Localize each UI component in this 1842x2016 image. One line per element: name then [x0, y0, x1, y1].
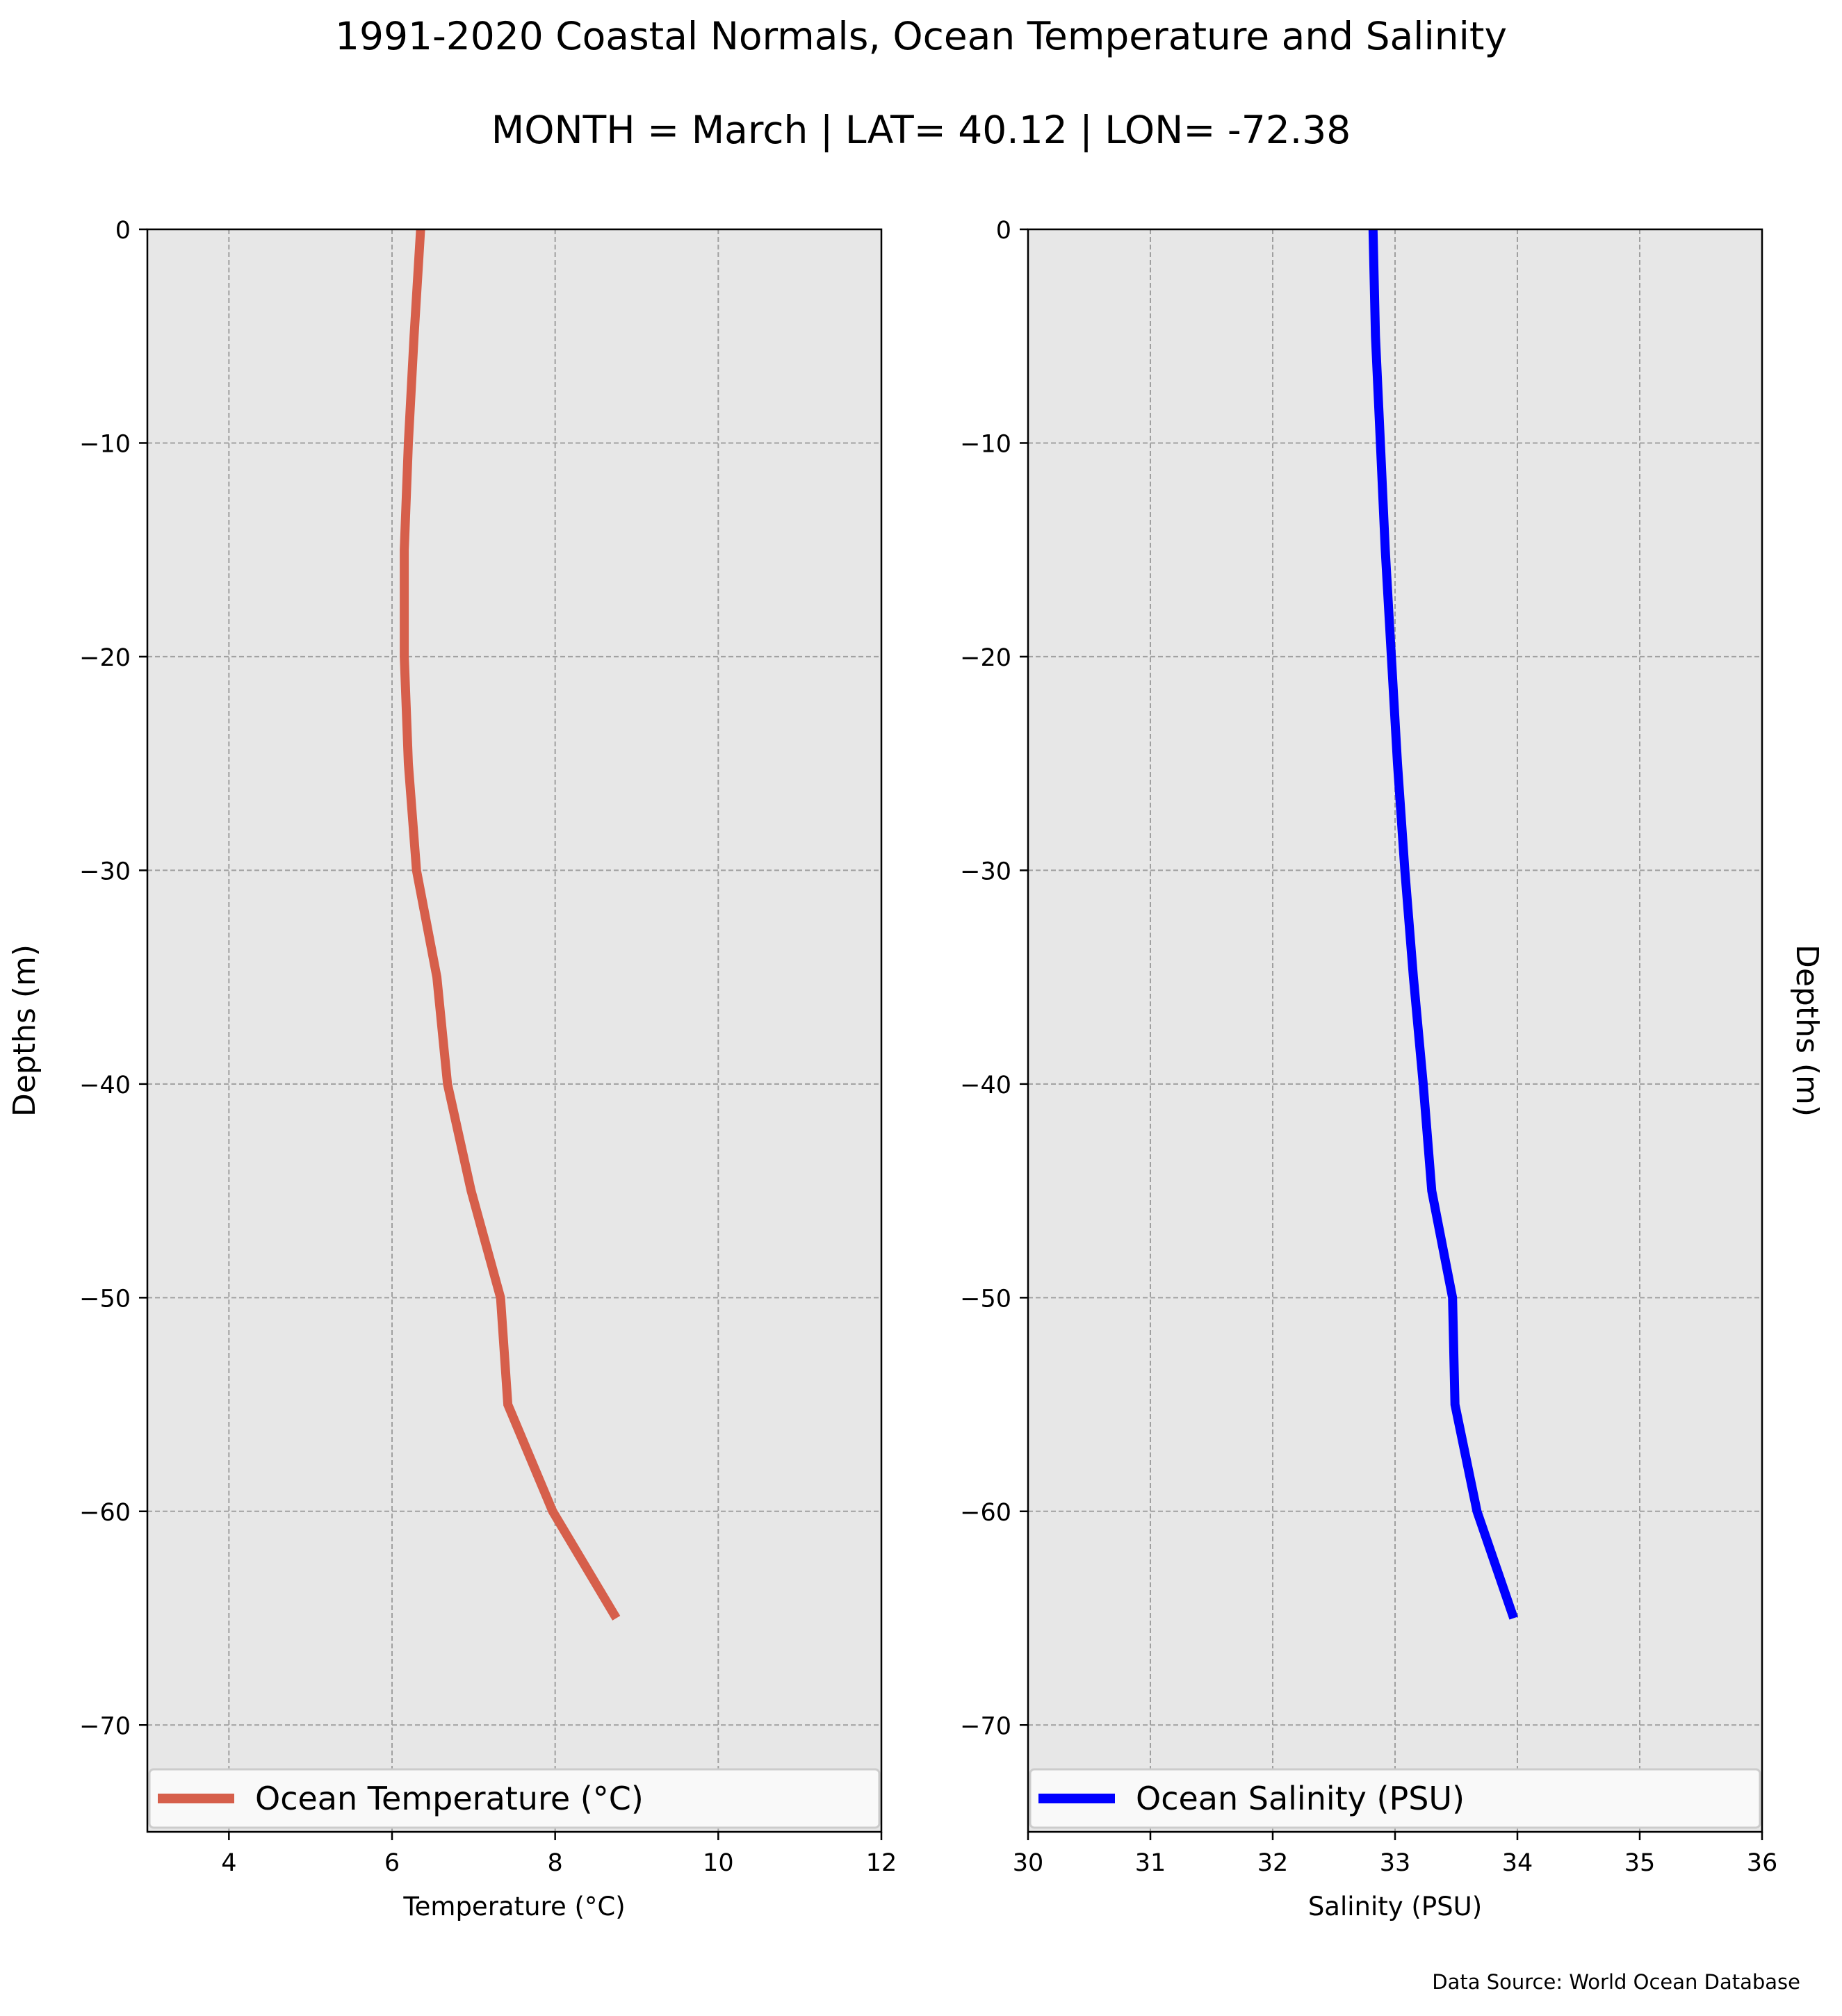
- x-tick-label: 36: [1747, 1849, 1778, 1877]
- figure-title: 1991-2020 Coastal Normals, Ocean Tempera…: [334, 14, 1507, 58]
- y-tick-label: −30: [960, 858, 1011, 885]
- plot-background: [1028, 229, 1762, 1832]
- salinity-panel: Ocean Salinity (PSU) 30 31 32 33 34 35 36 0 −10 −2…: [960, 217, 1825, 1921]
- y-axis-label: Depths (m): [7, 944, 42, 1117]
- x-tick-label: 30: [1013, 1849, 1044, 1877]
- y-tick-label: −20: [960, 644, 1011, 672]
- x-axis-label: Salinity (PSU): [1308, 1892, 1482, 1921]
- x-tick-label: 31: [1135, 1849, 1166, 1877]
- y-tick-label: −70: [960, 1712, 1011, 1740]
- y-tick-label: −30: [79, 858, 131, 885]
- legend-box: [1029, 1768, 1761, 1829]
- x-tick-label: 34: [1502, 1849, 1533, 1877]
- y-tick-label: 0: [996, 217, 1011, 245]
- legend-label: Ocean Temperature (°C): [255, 1780, 644, 1817]
- legend-label: Ocean Salinity (PSU): [1136, 1780, 1465, 1817]
- y-tick-label: −20: [79, 644, 131, 672]
- data-source-note: Data Source: World Ocean Database: [1432, 1970, 1800, 1994]
- x-tick-label: 35: [1624, 1849, 1656, 1877]
- axes-frame: [146, 228, 883, 1833]
- x-tick-label: 8: [548, 1849, 563, 1877]
- y-tick-label: −50: [79, 1285, 131, 1313]
- x-axis-label: Temperature (°C): [402, 1892, 625, 1921]
- x-tick-label: 12: [866, 1849, 897, 1877]
- y-axis-label: Depths (m): [1789, 944, 1825, 1117]
- series-line: [1368, 229, 1518, 1620]
- y-tick-label: −70: [79, 1712, 131, 1740]
- legend-box: [148, 1768, 881, 1829]
- temperature-panel: Ocean Temperature (°C) 4 6 8 10 12 0 −10 −20 −30 −…: [7, 217, 897, 1921]
- y-tick-label: −60: [960, 1499, 1011, 1527]
- y-tick-label: −60: [79, 1499, 131, 1527]
- series-line: [400, 229, 621, 1621]
- figure-subtitle: MONTH = March | LAT= 40.12 | LON= -72.38: [491, 108, 1351, 152]
- legend: Ocean Salinity (PSU): [1029, 1768, 1761, 1829]
- y-tick-label: −40: [79, 1072, 131, 1099]
- y-tick-label: 0: [115, 217, 131, 245]
- y-tick-label: −50: [960, 1285, 1011, 1313]
- plot-background: [147, 229, 881, 1832]
- x-tick-label: 10: [703, 1849, 734, 1877]
- legend: Ocean Temperature (°C): [148, 1768, 881, 1829]
- y-tick-label: −10: [79, 430, 131, 458]
- x-tick-label: 32: [1257, 1849, 1289, 1877]
- x-tick-label: 6: [384, 1849, 400, 1877]
- y-tick-label: −40: [960, 1072, 1011, 1099]
- x-tick-label: 33: [1380, 1849, 1411, 1877]
- x-tick-label: 4: [221, 1849, 236, 1877]
- y-tick-label: −10: [960, 430, 1011, 458]
